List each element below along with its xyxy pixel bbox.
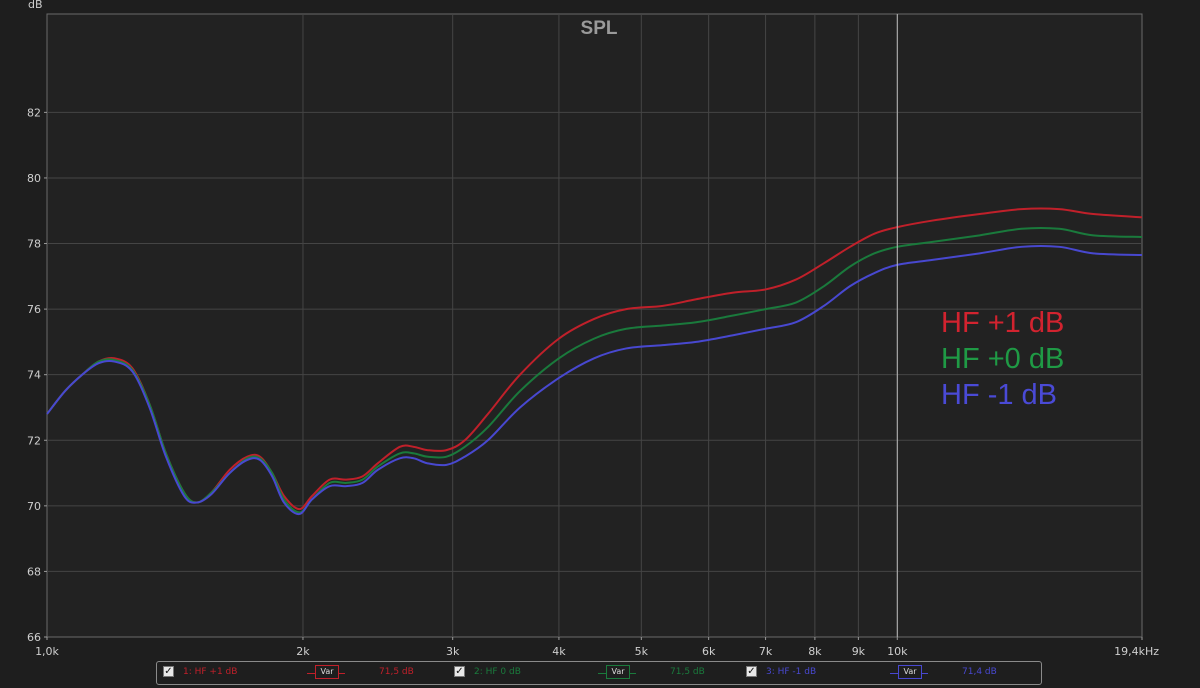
x-tick-label: 4k	[552, 645, 566, 658]
legend-value: 71,5 dB	[379, 667, 414, 677]
legend-entry-3: ✓ 3: HF -1 dB Var 71,4 dB	[740, 662, 1030, 684]
chart-title: SPL	[581, 18, 618, 39]
legend-bar: ✓ 1: HF +1 dB Var 71,5 dB ✓ 2: HF 0 dB Var 71,5…	[156, 661, 1042, 685]
x-tick-label: 7k	[759, 645, 773, 658]
x-tick-label: 10k	[887, 645, 908, 658]
series-line-3	[46, 244, 1143, 516]
legend-value: 71,5 dB	[670, 667, 705, 677]
x-tick-label: 1,0k	[35, 645, 59, 658]
legend-entry-1: ✓ 1: HF +1 dB Var 71,5 dB	[157, 662, 447, 684]
x-tick-label: 9k	[852, 645, 866, 658]
legend-value: 71,4 dB	[962, 667, 997, 677]
legend-checkbox[interactable]: ✓	[454, 666, 465, 677]
legend-label: 1: HF +1 dB	[183, 667, 238, 677]
x-tick-label: 5k	[635, 645, 649, 658]
x-tick-label: 2k	[296, 645, 310, 658]
y-tick-label: 72	[27, 434, 41, 447]
annotation-label-2: HF +0 dB	[941, 343, 1064, 375]
legend-var-button[interactable]: Var	[606, 665, 630, 679]
y-tick-label: 82	[27, 106, 41, 119]
y-tick-label: 80	[27, 172, 41, 185]
y-tick-label: 76	[27, 303, 41, 316]
spl-plot: 66 68 70 72 74 76 78 80 82 1,0k 2k 3k 4k 5k 6k 7k 8k 9k 1…	[27, 0, 1159, 658]
y-tick-label: 66	[27, 631, 41, 644]
legend-checkbox[interactable]: ✓	[746, 666, 757, 677]
legend-entry-2: ✓ 2: HF 0 dB Var 71,5 dB	[448, 662, 738, 684]
legend-checkbox[interactable]: ✓	[163, 666, 174, 677]
y-tick-label: 74	[27, 369, 41, 382]
legend-label: 2: HF 0 dB	[474, 667, 521, 677]
x-tick-label: 8k	[808, 645, 822, 658]
y-tick-label: 68	[27, 565, 41, 578]
legend-label: 3: HF -1 dB	[766, 667, 817, 677]
annotation-label-3: HF -1 dB	[941, 379, 1057, 411]
plot-area	[46, 13, 1143, 638]
y-tick-label: 78	[27, 238, 41, 251]
legend-var-button[interactable]: Var	[898, 665, 922, 679]
x-tick-label: 19,4kHz	[1114, 645, 1159, 658]
x-tick-label: 3k	[446, 645, 460, 658]
y-tick-label: 70	[27, 500, 41, 513]
series-line-2	[46, 226, 1143, 514]
x-tick-label: 6k	[702, 645, 716, 658]
annotation-label-1: HF +1 dB	[941, 307, 1064, 339]
legend-var-button[interactable]: Var	[315, 665, 339, 679]
y-axis-label: dB	[28, 0, 43, 11]
